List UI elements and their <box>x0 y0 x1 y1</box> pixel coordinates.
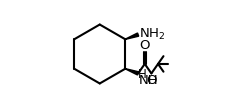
Text: O: O <box>140 39 150 52</box>
Text: H: H <box>138 68 147 81</box>
Text: NH: NH <box>138 74 158 87</box>
Polygon shape <box>125 33 139 39</box>
Text: O: O <box>146 74 157 87</box>
Polygon shape <box>125 69 139 75</box>
Text: NH$_2$: NH$_2$ <box>139 27 165 42</box>
